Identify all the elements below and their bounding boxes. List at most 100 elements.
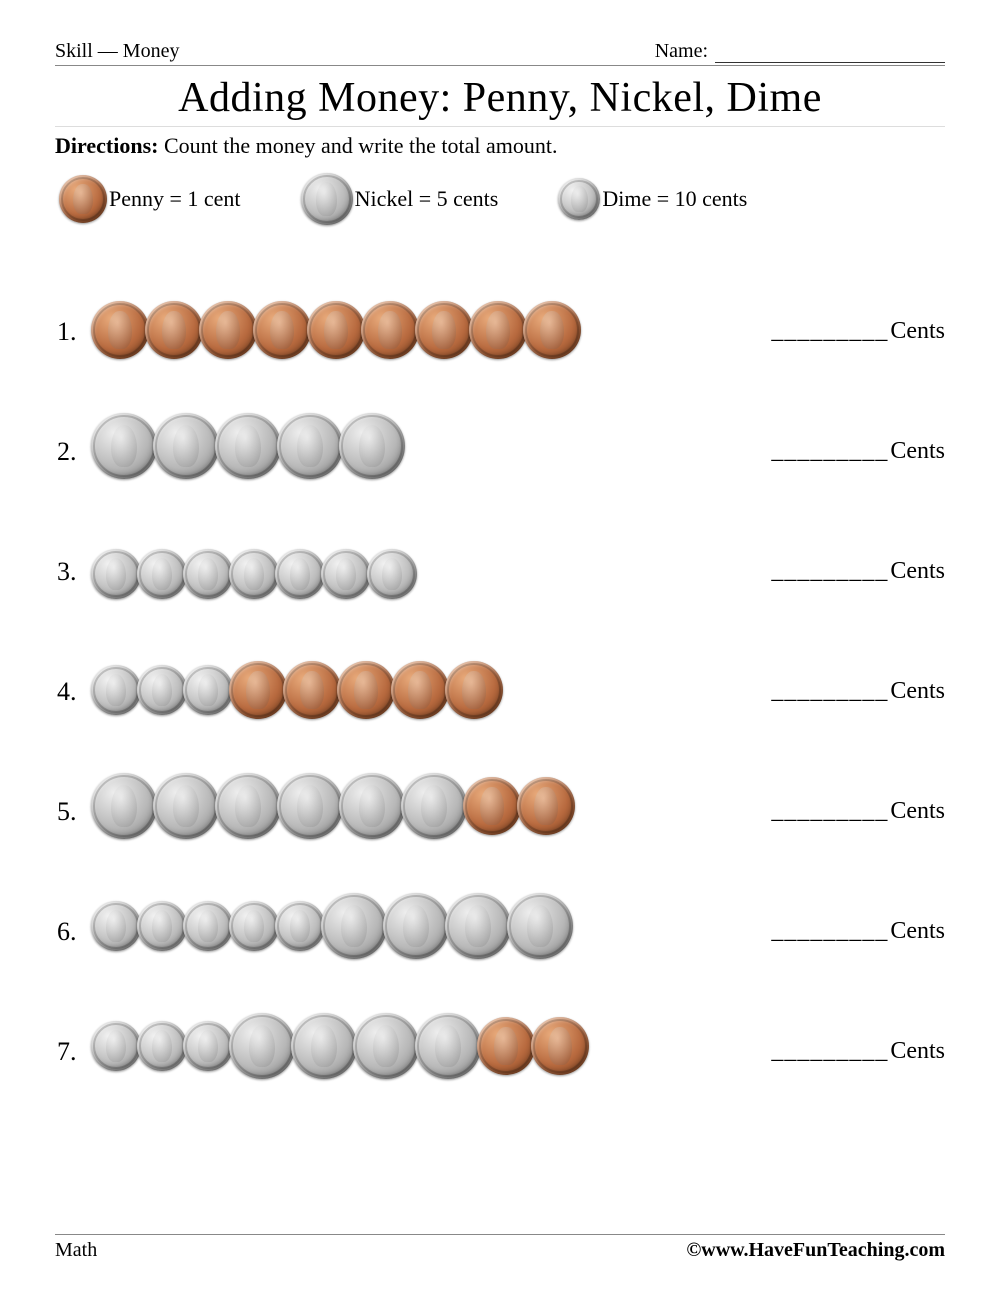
nickel-icon: [277, 413, 343, 479]
dime-icon: [321, 549, 371, 599]
skill-word: Skill: [55, 40, 93, 62]
penny-icon: [531, 1017, 589, 1075]
answer-field[interactable]: _________Cents: [771, 918, 945, 945]
nickel-icon: [445, 893, 511, 959]
dime-icon: [183, 549, 233, 599]
problem-row: 4. _________Cents: [57, 609, 945, 719]
dime-icon: [91, 1021, 141, 1071]
coin-group: [91, 773, 771, 839]
nickel-icon: [91, 773, 157, 839]
answer-unit: Cents: [890, 318, 945, 345]
answer-field[interactable]: _________Cents: [771, 678, 945, 705]
penny-icon: [199, 301, 257, 359]
answer-unit: Cents: [890, 438, 945, 465]
nickel-icon: [153, 413, 219, 479]
answer-blank[interactable]: _________: [771, 798, 888, 825]
nickel-icon: [301, 173, 353, 225]
dime-icon: [275, 901, 325, 951]
penny-icon: [361, 301, 419, 359]
directions-text: Count the money and write the total amou…: [158, 133, 557, 158]
footer: Math ©www.HaveFunTeaching.com: [55, 1234, 945, 1262]
problem-number: 1.: [57, 317, 91, 347]
answer-field[interactable]: _________Cents: [771, 1038, 945, 1065]
coin-legend: Penny = 1 cent Nickel = 5 cents Dime = 1…: [55, 173, 945, 225]
dime-icon: [229, 549, 279, 599]
answer-blank[interactable]: _________: [771, 558, 888, 585]
dash: —: [98, 40, 118, 62]
nickel-icon: [401, 773, 467, 839]
penny-icon: [253, 301, 311, 359]
penny-icon: [415, 301, 473, 359]
nickel-icon: [321, 893, 387, 959]
problem-number: 4.: [57, 677, 91, 707]
penny-icon: [523, 301, 581, 359]
answer-blank[interactable]: _________: [771, 318, 888, 345]
penny-icon: [307, 301, 365, 359]
dime-icon: [91, 549, 141, 599]
footer-copyright: ©www.HaveFunTeaching.com: [686, 1239, 945, 1262]
dime-icon: [367, 549, 417, 599]
answer-blank[interactable]: _________: [771, 678, 888, 705]
answer-blank[interactable]: _________: [771, 1038, 888, 1065]
problem-row: 2. _________Cents: [57, 369, 945, 479]
name-label: Name:: [655, 40, 708, 62]
name-field: Name:: [655, 40, 945, 63]
name-blank-line[interactable]: [715, 62, 945, 63]
skill-value: Money: [123, 40, 180, 62]
answer-blank[interactable]: _________: [771, 438, 888, 465]
penny-icon: [59, 175, 107, 223]
coin-group: [91, 661, 771, 719]
nickel-icon: [383, 893, 449, 959]
penny-icon: [337, 661, 395, 719]
answer-field[interactable]: _________Cents: [771, 438, 945, 465]
problem-number: 2.: [57, 437, 91, 467]
problem-row: 5._________Cents: [57, 729, 945, 839]
answer-unit: Cents: [890, 678, 945, 705]
coin-group: [91, 549, 771, 599]
header-row: Skill — Money Name:: [55, 40, 945, 66]
dime-icon: [558, 178, 600, 220]
nickel-icon: [339, 773, 405, 839]
skill-label: Skill — Money: [55, 40, 179, 63]
legend-nickel: Nickel = 5 cents: [301, 173, 499, 225]
answer-field[interactable]: _________Cents: [771, 558, 945, 585]
problems-list: 1._________Cents2._________Cents3.______…: [55, 249, 945, 1079]
penny-icon: [477, 1017, 535, 1075]
problem-row: 3. _________Cents: [57, 489, 945, 599]
dime-icon: [137, 1021, 187, 1071]
problem-row: 7._________Cents: [57, 969, 945, 1079]
directions: Directions: Count the money and write th…: [55, 133, 945, 159]
penny-icon: [145, 301, 203, 359]
coin-group: [91, 301, 771, 359]
legend-penny-label: Penny = 1 cent: [109, 186, 241, 212]
penny-icon: [283, 661, 341, 719]
penny-icon: [445, 661, 503, 719]
dime-icon: [137, 901, 187, 951]
nickel-icon: [153, 773, 219, 839]
dime-icon: [137, 549, 187, 599]
coin-group: [91, 1013, 771, 1079]
answer-blank[interactable]: _________: [771, 918, 888, 945]
penny-icon: [391, 661, 449, 719]
legend-dime-label: Dime = 10 cents: [602, 186, 747, 212]
dime-icon: [183, 1021, 233, 1071]
dime-icon: [137, 665, 187, 715]
penny-icon: [91, 301, 149, 359]
footer-subject: Math: [55, 1239, 97, 1262]
penny-icon: [229, 661, 287, 719]
problem-number: 3.: [57, 557, 91, 587]
coin-group: [91, 413, 771, 479]
nickel-icon: [339, 413, 405, 479]
dime-icon: [183, 901, 233, 951]
directions-label: Directions:: [55, 133, 158, 158]
nickel-icon: [91, 413, 157, 479]
nickel-icon: [415, 1013, 481, 1079]
legend-penny: Penny = 1 cent: [59, 175, 241, 223]
dime-icon: [183, 665, 233, 715]
answer-field[interactable]: _________Cents: [771, 318, 945, 345]
penny-icon: [517, 777, 575, 835]
dime-icon: [91, 665, 141, 715]
answer-field[interactable]: _________Cents: [771, 798, 945, 825]
nickel-icon: [507, 893, 573, 959]
nickel-icon: [291, 1013, 357, 1079]
